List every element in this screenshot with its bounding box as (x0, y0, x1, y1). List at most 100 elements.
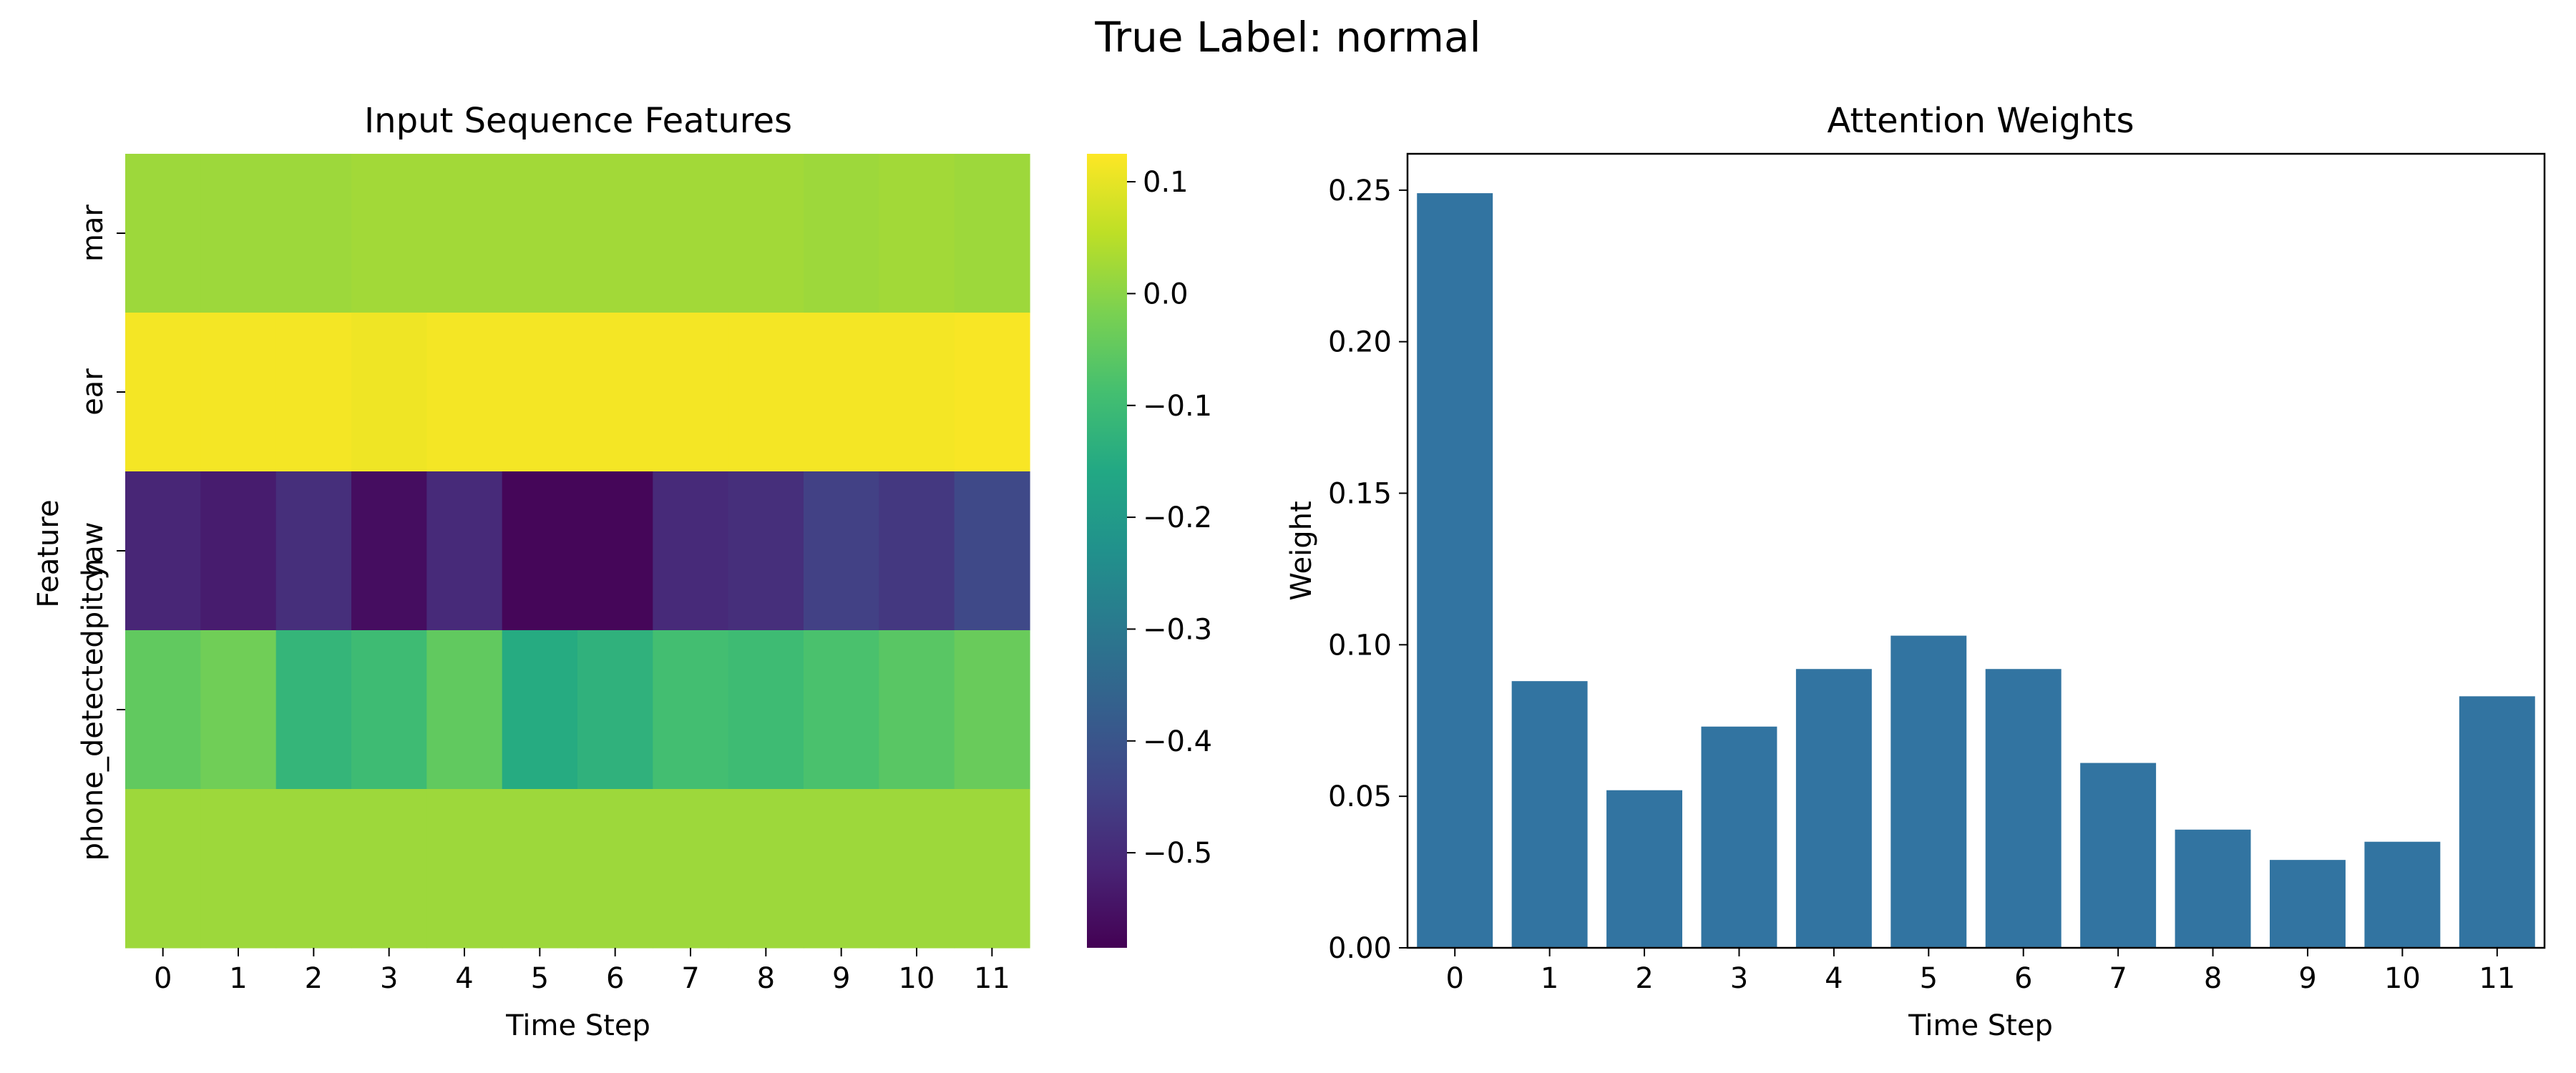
heatmap-cell (275, 154, 352, 313)
heatmap-cell (804, 471, 879, 631)
heatmap-cell (200, 789, 277, 949)
colorbar: 0.1 0.0 −0.1 −0.2 −0.3 −0.4 −0.5 (1087, 154, 1212, 948)
figure-suptitle: True Label: normal (1094, 13, 1480, 62)
heatmap-cell (879, 789, 955, 949)
heatmap-cell (804, 789, 879, 949)
heatmap-cell (728, 154, 804, 313)
heatmap-x-tick-label: 9 (832, 962, 850, 995)
bar-x-tick-label: 2 (1635, 962, 1653, 995)
heatmap-x-tick-label: 2 (305, 962, 323, 995)
attention-bar (1701, 726, 1777, 948)
attention-bar (1606, 790, 1683, 948)
heatmap-x-tick-label: 0 (154, 962, 172, 995)
heatmap-cell (879, 154, 955, 313)
heatmap-cell (275, 789, 352, 949)
heatmap-panel: Input Sequence Features 0 1 2 3 4 5 6 7 8 9 10 11 m… (32, 101, 1030, 1042)
heatmap-cell (351, 154, 427, 313)
heatmap-cell (275, 630, 352, 790)
heatmap-cell (426, 630, 503, 790)
heatmap-y-tick-label: phone_detectedpitch (77, 559, 109, 861)
heatmap-cell (502, 789, 578, 949)
heatmap-cell (577, 154, 653, 313)
bar-x-tick-label: 11 (2479, 962, 2515, 995)
heatmap-cell (653, 471, 729, 631)
heatmap-x-axis-label: Time Step (505, 1009, 650, 1042)
bar-x-tick-label: 8 (2204, 962, 2222, 995)
heatmap-cell (200, 471, 277, 631)
attention-bar (1985, 669, 2062, 948)
bar-x-tick-label: 6 (2014, 962, 2032, 995)
attention-bar (2175, 829, 2251, 948)
bar-x-tick-label: 4 (1825, 962, 1843, 995)
colorbar-tick-label: 0.0 (1143, 278, 1189, 310)
heatmap-cell (728, 789, 804, 949)
heatmap-cell (502, 154, 578, 313)
heatmap-x-tick-label: 5 (531, 962, 549, 995)
heatmap-x-tick-label: 10 (899, 962, 935, 995)
bar-x-tick-label: 3 (1730, 962, 1748, 995)
heatmap-cell (577, 471, 653, 631)
bar-x-tick-label: 9 (2298, 962, 2316, 995)
colorbar-tick-label: 0.1 (1143, 166, 1189, 199)
heatmap-cell (125, 313, 201, 472)
heatmap-cell (577, 630, 653, 790)
colorbar-tick-label: −0.4 (1143, 725, 1212, 758)
heatmap-cell (351, 789, 427, 949)
bar-y-tick-label: 0.05 (1328, 780, 1392, 813)
heatmap-cell (954, 154, 1030, 313)
colorbar-tick-label: −0.1 (1143, 390, 1212, 423)
heatmap-y-axis-label: Feature (32, 499, 65, 607)
colorbar-ticks: 0.1 0.0 −0.1 −0.2 −0.3 −0.4 −0.5 (1127, 166, 1212, 870)
heatmap-x-tick-label: 7 (681, 962, 699, 995)
bar-y-ticks: 0.00 0.05 0.10 0.15 0.20 0.25 (1328, 175, 1407, 965)
heatmap-cell (653, 630, 729, 790)
bar-x-ticks: 0 1 2 3 4 5 6 7 8 9 10 11 (1445, 948, 2515, 995)
bar-x-tick-label: 10 (2384, 962, 2421, 995)
heatmap-cell (653, 789, 729, 949)
bar-x-tick-label: 5 (1920, 962, 1938, 995)
heatmap-cell (804, 630, 879, 790)
attention-bar (1417, 193, 1493, 949)
heatmap-x-ticks: 0 1 2 3 4 5 6 7 8 9 10 11 (154, 948, 1010, 995)
bar-y-tick-label: 0.20 (1328, 326, 1392, 359)
attention-bar (2364, 841, 2441, 948)
colorbar-gradient (1087, 154, 1127, 948)
bar-x-axis-label: Time Step (1908, 1009, 2053, 1042)
colorbar-tick-label: −0.2 (1143, 501, 1212, 534)
heatmap-cell (275, 471, 352, 631)
bar-y-tick-label: 0.25 (1328, 175, 1392, 207)
bar-y-tick-label: 0.15 (1328, 478, 1392, 511)
heatmap-cell (426, 789, 503, 949)
heatmap-cell (728, 630, 804, 790)
heatmap-cell (125, 154, 201, 313)
attention-bar (1890, 635, 1967, 948)
bar-y-axis-label: Weight (1285, 501, 1318, 600)
heatmap-cell (954, 471, 1030, 631)
bar-x-tick-label: 1 (1541, 962, 1558, 995)
heatmap-x-tick-label: 6 (606, 962, 624, 995)
heatmap-cell (200, 630, 277, 790)
heatmap-cell (879, 630, 955, 790)
heatmap-cell (728, 313, 804, 472)
heatmap-cell (577, 789, 653, 949)
heatmap-x-tick-label: 4 (455, 962, 473, 995)
heatmap-cell (426, 154, 503, 313)
heatmap-cell (502, 630, 578, 790)
heatmap-x-tick-label: 11 (974, 962, 1010, 995)
heatmap-cell (200, 313, 277, 472)
heatmap-cell (125, 789, 201, 949)
heatmap-cell (200, 154, 277, 313)
heatmap-cell (954, 313, 1030, 472)
heatmap-y-tick-label: mar (77, 204, 109, 261)
bar-x-tick-label: 0 (1445, 962, 1463, 995)
colorbar-tick-label: −0.3 (1143, 613, 1212, 646)
bar-x-tick-label: 7 (2109, 962, 2127, 995)
heatmap-cell (577, 313, 653, 472)
heatmap-cell (728, 471, 804, 631)
heatmap-title: Input Sequence Features (364, 101, 792, 141)
attention-bar (2459, 696, 2535, 948)
bar-marks (1417, 193, 2535, 949)
heatmap-cell (426, 471, 503, 631)
